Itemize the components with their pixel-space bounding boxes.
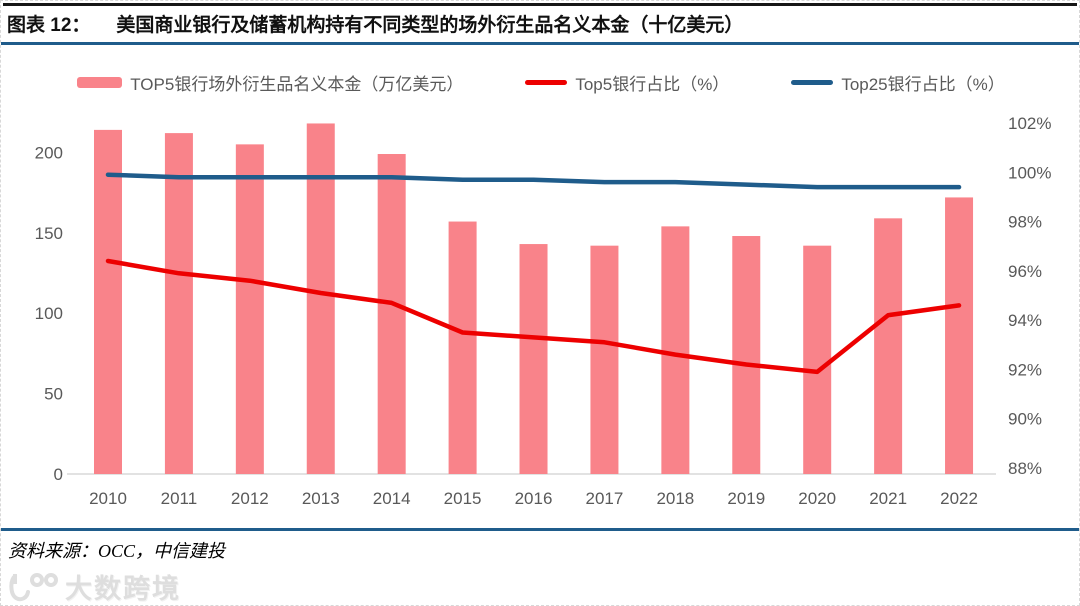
bar-series-label: TOP5银行场外衍生品名义本金（万亿美元） (130, 75, 464, 94)
bar-2017 (590, 245, 619, 474)
x-axis-label-2020: 2020 (798, 489, 836, 508)
top25-line-swatch (791, 80, 834, 85)
x-axis-label-2010: 2010 (89, 489, 127, 508)
dashukuajing-logo-icon (9, 572, 58, 601)
right-axis-tick-94%: 94% (1008, 311, 1042, 330)
figure-title: 美国商业银行及储蓄机构持有不同类型的场外衍生品名义本金（十亿美元） (116, 15, 744, 36)
bar-2018 (661, 226, 690, 474)
x-axis-label-2012: 2012 (231, 489, 269, 508)
top5-line-swatch (525, 80, 568, 85)
chart-legend: TOP5银行场外衍生品名义本金（万亿美元） Top5银行占比（%） Top25银… (1, 70, 1079, 95)
x-axis-label-2011: 2011 (161, 489, 198, 508)
title-divider-rule (1, 42, 1079, 45)
right-axis-tick-102%: 102% (1008, 114, 1051, 133)
top25-share-line (105, 172, 962, 190)
bar-2010 (94, 129, 122, 474)
x-axis-label-2013: 2013 (302, 489, 340, 508)
watermark: 大数跨境 (7, 567, 181, 605)
bar-2012 (235, 144, 264, 475)
left-axis-tick-0: 0 (54, 465, 63, 484)
right-axis-tick-88%: 88% (1008, 459, 1042, 478)
x-axis-label-2022: 2022 (940, 489, 978, 508)
bar-series-swatch (77, 77, 123, 88)
x-axis-label-2021: 2021 (869, 489, 907, 508)
source-note: 资料来源：OCC，中信建投 (8, 541, 226, 561)
figure-number: 图表 12： (7, 15, 91, 36)
x-axis-label-2015: 2015 (444, 489, 482, 508)
x-axis-label-2014: 2014 (373, 489, 411, 508)
footer-divider-rule (1, 528, 1079, 531)
bar-2013 (306, 123, 335, 475)
bar-2014 (377, 154, 406, 474)
bar-2022 (945, 197, 974, 474)
left-axis-tick-200: 200 (35, 143, 63, 162)
legend-item-top5-line: Top5银行占比（%） (525, 70, 729, 95)
bar-2021 (874, 218, 903, 474)
bar-2016 (519, 244, 548, 474)
top25-line-label: Top25银行占比（%） (841, 75, 1005, 94)
x-axis-label-2019: 2019 (727, 489, 765, 508)
bar-2011 (164, 133, 193, 474)
watermark-text: 大数跨境 (65, 574, 181, 604)
bar-2015 (448, 221, 477, 474)
left-axis-tick-150: 150 (35, 224, 63, 243)
top5-line-label: Top5银行占比（%） (575, 75, 730, 94)
chart-area: TOP5银行场外衍生品名义本金（万亿美元） Top5银行占比（%） Top25银… (1, 46, 1079, 521)
right-axis-tick-92%: 92% (1008, 360, 1042, 379)
top5-share-line (105, 258, 962, 375)
right-axis-tick-96%: 96% (1008, 262, 1042, 281)
combo-chart-plot: 0 50 100 150 200 88% 90% 92% 94% 96% 98% 100% 102% 20… (35, 114, 1052, 508)
figure-title-row: 图表 12： 美国商业银行及储蓄机构持有不同类型的场外衍生品名义本金（十亿美元） (7, 10, 1075, 37)
top-black-rule (3, 3, 1077, 6)
left-axis-tick-100: 100 (35, 304, 63, 323)
legend-item-bars: TOP5银行场外衍生品名义本金（万亿美元） (77, 70, 463, 95)
right-axis-tick-98%: 98% (1008, 213, 1042, 232)
right-axis-tick-90%: 90% (1008, 410, 1042, 429)
legend-item-top25-line: Top25银行占比（%） (791, 70, 1005, 95)
bar-2019 (732, 236, 761, 474)
x-axis-label-2018: 2018 (656, 489, 694, 508)
right-axis-tick-100%: 100% (1008, 163, 1051, 182)
bar-2020 (803, 245, 832, 474)
x-axis-label-2017: 2017 (586, 489, 624, 508)
left-axis-tick-50: 50 (44, 385, 63, 404)
x-axis-label-2016: 2016 (515, 489, 553, 508)
